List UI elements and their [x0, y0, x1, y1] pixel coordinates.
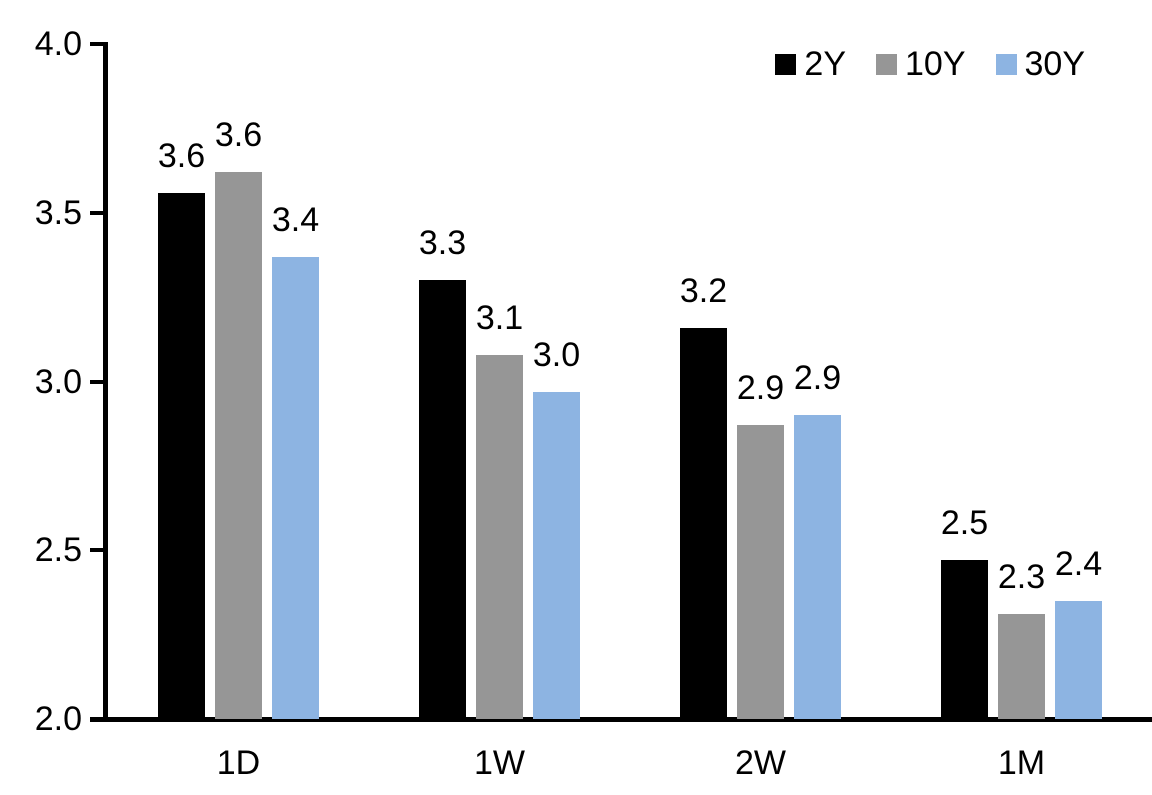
- bar-30y-2w: [794, 415, 841, 719]
- bar-value-label: 3.6: [214, 116, 263, 155]
- bar-30y-1d: [272, 256, 319, 719]
- bar-cell: 3.1: [475, 298, 524, 719]
- legend-item-30y: 30Y: [995, 44, 1086, 84]
- bar-group-1w: 3.3 3.1 3.0: [419, 226, 580, 719]
- bar-value-label: 2.4: [1054, 544, 1103, 583]
- bar-2y-1m: [941, 560, 988, 719]
- bar-10y-1w: [476, 354, 523, 719]
- legend-item-10y: 10Y: [876, 44, 966, 84]
- bar-value-label: 2.9: [793, 359, 842, 398]
- bar-value-label: 3.6: [157, 136, 206, 175]
- bar-group-2w: 3.2 2.9 2.9: [679, 271, 841, 719]
- legend-label: 2Y: [804, 45, 846, 83]
- bar-cell: 2.4: [1055, 547, 1102, 719]
- y-tick-label: 3.5: [34, 193, 82, 232]
- bar-value-label: 2.3: [997, 558, 1046, 597]
- y-tick-mark: [90, 379, 103, 384]
- x-tick-label-1m: 1M: [997, 744, 1046, 782]
- y-tick-label: 4.0: [34, 25, 82, 63]
- bar-30y-1w: [533, 391, 580, 719]
- bar-cell: 3.6: [215, 118, 262, 719]
- bar-10y-1d: [215, 172, 262, 719]
- bar-cell: 2.3: [998, 560, 1045, 719]
- y-axis-line: [103, 42, 108, 722]
- bar-cell: 3.4: [272, 203, 319, 719]
- bar-cell: 3.6: [157, 136, 206, 719]
- y-tick-label: 3.0: [34, 362, 82, 401]
- legend-swatch-icon: [995, 53, 1017, 75]
- bar-cell: 2.9: [737, 371, 784, 719]
- bar-cell: 2.5: [941, 506, 988, 719]
- bar-value-label: 3.4: [271, 200, 320, 239]
- legend: 2Y 10Y 30Y: [775, 44, 1085, 84]
- legend-swatch-icon: [775, 53, 797, 75]
- bar-value-label: 3.1: [475, 298, 524, 337]
- bar-cell: 3.0: [533, 338, 580, 719]
- bar-2y-1d: [158, 192, 205, 719]
- bar-group-1m: 2.5 2.3 2.4: [941, 506, 1102, 719]
- bar-value-label: 3.0: [532, 335, 581, 374]
- bar-10y-2w: [737, 425, 784, 719]
- legend-item-2y: 2Y: [775, 44, 846, 84]
- y-tick-label: 2.5: [34, 531, 82, 570]
- x-tick-label-1d: 1D: [216, 744, 261, 782]
- bar-2y-2w: [680, 327, 727, 719]
- bar-value-label: 2.9: [736, 369, 785, 408]
- bar-30y-1m: [1055, 600, 1102, 719]
- bar-2y-1w: [419, 280, 466, 719]
- y-tick-mark: [90, 210, 103, 215]
- bar-cell: 2.9: [794, 361, 841, 719]
- y-tick-mark: [90, 548, 103, 553]
- legend-label: 10Y: [905, 45, 966, 83]
- legend-label: 30Y: [1024, 45, 1086, 83]
- bar-value-label: 3.3: [418, 224, 467, 263]
- x-tick-label-2w: 2W: [735, 744, 786, 782]
- legend-swatch-icon: [876, 53, 897, 75]
- y-tick-label: 2.0: [34, 700, 82, 738]
- bar-cell: 3.3: [419, 226, 466, 719]
- bar-value-label: 3.2: [679, 271, 728, 310]
- bar-cell: 3.2: [679, 271, 728, 719]
- x-axis-line: [90, 717, 1152, 722]
- x-tick-label-1w: 1W: [474, 744, 525, 782]
- y-tick-mark: [90, 717, 103, 721]
- bar-value-label: 2.5: [940, 504, 989, 543]
- bar-group-1d: 3.6 3.6 3.4: [158, 118, 319, 719]
- bar-10y-1m: [998, 614, 1045, 719]
- y-tick-mark: [90, 42, 103, 46]
